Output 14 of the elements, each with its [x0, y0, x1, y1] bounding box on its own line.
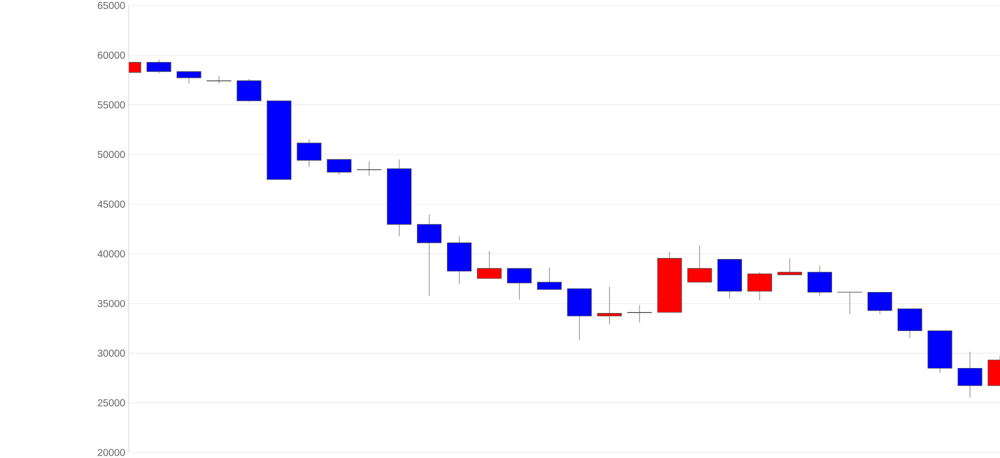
candlestick [356, 160, 382, 176]
y-tick-label: 50000 [98, 150, 125, 158]
y-tick-label: 35000 [98, 300, 125, 308]
y-tick-label: 20000 [98, 448, 125, 456]
candlestick [597, 286, 622, 325]
y-tick-label: 65000 [98, 2, 125, 10]
candlestick [206, 76, 232, 84]
y-tick-label: 40000 [98, 250, 125, 258]
y-tick-label: 45000 [98, 200, 125, 208]
y-tick-label: 25000 [98, 399, 125, 406]
y-tick-label: 30000 [98, 350, 125, 357]
y-tick-label: 60000 [98, 52, 125, 59]
candlestick [627, 304, 652, 323]
y-tick-label: 55000 [98, 101, 125, 108]
